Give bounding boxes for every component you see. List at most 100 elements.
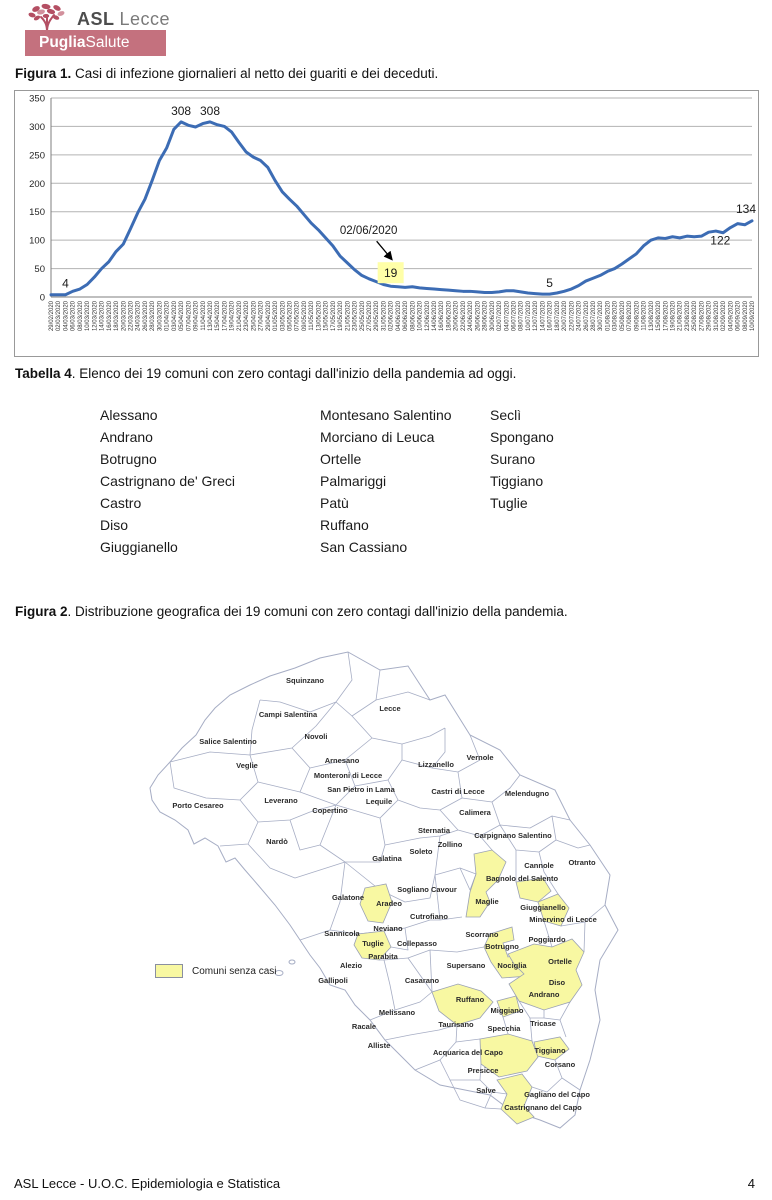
x-tick-label: 01/04/2020 [165,300,171,331]
table-cell: San Cassiano [320,539,408,555]
x-tick-label: 26/07/2020 [584,300,590,331]
footer-text: ASL Lecce - U.O.C. Epidemiologia e Stati… [14,1176,281,1191]
x-tick-label: 02/03/2020 [56,300,62,331]
map-label: Poggiardo [528,935,566,944]
x-tick-label: 28/06/2020 [483,300,489,331]
highlight-box [377,262,404,284]
data-label: 122 [710,234,730,248]
data-label: 308 [200,104,220,118]
x-tick-label: 30/03/2020 [157,300,163,331]
map-label: Galatina [372,854,402,863]
map-label: Gallipoli [318,976,348,985]
x-tick-label: 13/04/2020 [208,300,214,331]
map-label: Cutrofiano [410,912,448,921]
x-tick-label: 24/07/2020 [577,300,583,331]
table-cell: Diso [100,517,129,533]
x-tick-label: 17/08/2020 [663,300,669,331]
x-tick-label: 24/03/2020 [136,300,142,331]
map-label: Zollino [438,840,463,849]
table-cell: Tuglie [490,495,528,511]
x-tick-label: 12/06/2020 [425,300,431,331]
map-label: Diso [549,978,566,987]
table-cell: Patù [320,495,349,511]
x-tick-label: 31/05/2020 [381,300,387,331]
x-tick-label: 12/03/2020 [92,300,98,331]
map-label: Leverano [264,796,298,805]
x-tick-label: 08/06/2020 [410,300,416,331]
map-label: Gagliano del Capo [524,1090,590,1099]
highlighted-value: 19 [384,266,398,280]
x-tick-label: 17/04/2020 [222,300,228,331]
x-tick-label: 03/05/2020 [280,300,286,331]
x-tick-label: 23/04/2020 [244,300,250,331]
y-tick-label: 100 [29,236,45,247]
figure2-label: Figura 2 [15,604,68,619]
x-tick-label: 05/04/2020 [179,300,185,331]
map-label: Aradeo [376,899,402,908]
x-tick-label: 15/08/2020 [656,300,662,331]
x-tick-label: 04/07/2020 [504,300,510,331]
map-label: Salve [476,1086,496,1095]
table-cell: Palmariggi [320,473,387,489]
island-icon [274,970,284,976]
map-label: Miggiano [491,1006,524,1015]
banner-light-text: Salute [85,34,130,51]
y-tick-label: 0 [40,293,45,304]
y-tick-label: 350 [29,94,45,105]
map-label: Monteroni di Lecce [314,771,382,780]
map-label: Soleto [410,847,433,856]
map-label: Botrugno [485,942,519,951]
map-label: Sternatia [418,826,451,835]
map-label: Veglie [236,761,258,770]
callout-arrow [376,240,393,261]
figure2-map: Squinzano Campi Salentina Lecce Salice Sale… [140,640,710,1160]
x-tick-label: 05/05/2020 [287,300,293,331]
x-tick-label: 25/04/2020 [251,300,257,331]
map-label: Maglie [475,897,498,906]
x-tick-label: 04/06/2020 [396,300,402,331]
table-cell: Castrignano de' Greci [100,473,235,489]
x-tick-label: 22/07/2020 [569,300,575,331]
map-label: Vernole [466,753,493,762]
map-label: Sogliano Cavour [397,885,457,894]
x-tick-label: 29/04/2020 [266,300,272,331]
table-column-3: Seclì Spongano Surano Tiggiano Tuglie [490,404,610,558]
table-cell: Montesano Salentino [320,407,452,423]
map-label: Otranto [568,858,596,867]
x-tick-label: 18/06/2020 [446,300,452,331]
map-label: Neviano [373,924,403,933]
table-cell: Morciano di Leuca [320,429,435,445]
zero-cases-region-palmariggi [515,877,552,903]
map-label: Nociglia [497,961,527,970]
map-label: Carpignano Salentino [474,831,552,840]
x-tick-label: 06/06/2020 [403,300,409,331]
x-tick-label: 06/07/2020 [512,300,518,331]
y-tick-label: 50 [34,264,45,275]
table-cell: Castro [100,495,142,511]
x-tick-label: 31/08/2020 [714,300,720,331]
map-label: Cannole [524,861,554,870]
olive-tree-icon [28,3,65,33]
x-tick-label: 28/07/2020 [591,300,597,331]
x-tick-label: 24/06/2020 [468,300,474,331]
x-tick-label: 23/05/2020 [353,300,359,331]
figure1-caption: Figura 1. Casi di infezione giornalieri … [15,66,438,81]
y-tick-label: 200 [29,179,45,190]
x-tick-label: 28/03/2020 [150,300,156,331]
x-tick-label: 20/07/2020 [562,300,568,331]
x-tick-label: 09/08/2020 [634,300,640,331]
map-label: Alezio [340,961,363,970]
x-tick-label: 18/07/2020 [555,300,561,331]
table-cell: Alessano [100,407,158,423]
figure1-label: Figura 1. [15,66,72,81]
x-tick-label: 06/03/2020 [71,300,77,331]
lecce-light-text: Lecce [119,9,171,29]
x-tick-label: 09/05/2020 [302,300,308,331]
x-tick-label: 29/05/2020 [374,300,380,331]
x-tick-label: 04/03/2020 [63,300,69,331]
x-tick-label: 10/09/2020 [750,300,756,331]
x-tick-label: 12/07/2020 [533,300,539,331]
x-tick-label: 14/03/2020 [100,300,106,331]
map-label: Copertino [312,806,348,815]
